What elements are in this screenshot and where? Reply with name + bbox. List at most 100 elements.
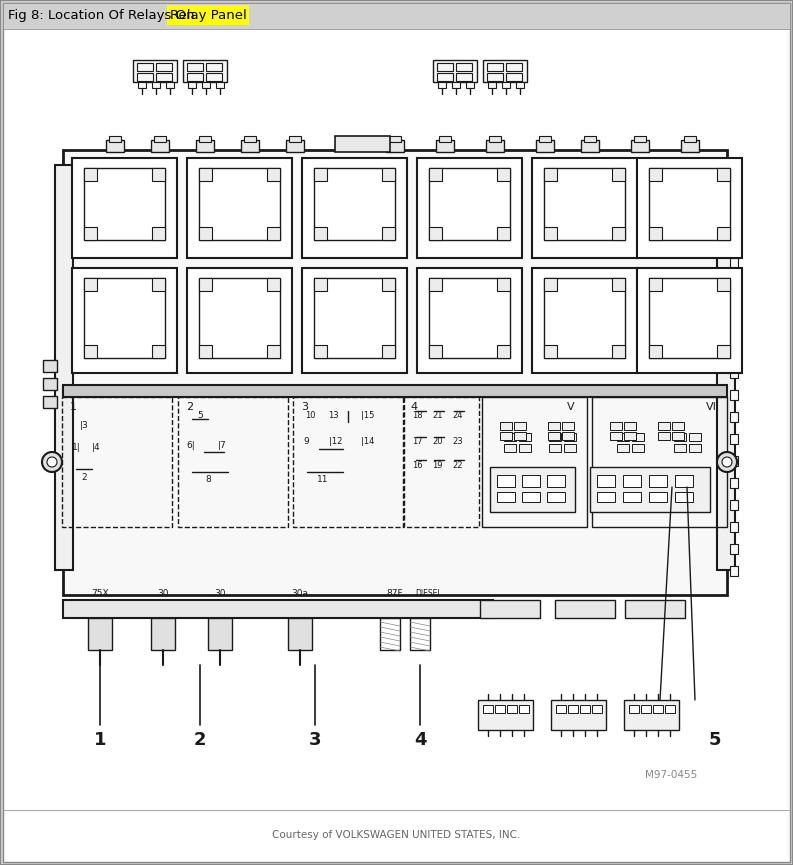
Bar — [548, 422, 560, 430]
Bar — [549, 433, 561, 441]
Bar — [551, 700, 606, 730]
Text: 30: 30 — [157, 590, 169, 599]
Bar — [199, 168, 212, 181]
Bar — [730, 434, 738, 444]
Bar — [199, 278, 280, 358]
Text: 1: 1 — [94, 731, 106, 749]
Bar — [504, 444, 516, 452]
Text: 5: 5 — [197, 411, 203, 420]
Bar — [675, 475, 693, 487]
Text: 17: 17 — [412, 438, 423, 446]
Bar — [522, 492, 540, 502]
Text: 2: 2 — [81, 472, 86, 482]
Bar — [84, 168, 165, 240]
Text: Fig 8: Location Of Relays On: Fig 8: Location Of Relays On — [8, 10, 199, 22]
Bar — [497, 227, 510, 240]
Bar — [480, 600, 540, 618]
Bar — [382, 278, 395, 291]
Bar — [436, 140, 454, 152]
Bar — [106, 140, 124, 152]
Bar — [486, 140, 504, 152]
Bar — [382, 168, 395, 181]
Bar — [717, 227, 730, 240]
Bar — [289, 136, 301, 142]
Bar — [536, 140, 554, 152]
Bar — [389, 136, 401, 142]
Bar — [410, 618, 430, 650]
Bar — [612, 227, 625, 240]
Bar — [151, 140, 169, 152]
Bar — [548, 432, 560, 440]
Bar — [672, 432, 684, 440]
Bar — [188, 82, 196, 88]
Bar — [717, 345, 730, 358]
Bar — [488, 82, 496, 88]
Bar — [429, 278, 442, 291]
Bar — [730, 214, 738, 224]
Bar — [55, 165, 73, 570]
Bar — [730, 544, 738, 554]
Bar — [581, 140, 599, 152]
Bar — [241, 140, 259, 152]
Bar — [500, 422, 512, 430]
Bar — [152, 82, 160, 88]
Bar — [152, 227, 165, 240]
Bar — [417, 268, 522, 373]
Bar — [84, 278, 165, 358]
Text: 4: 4 — [410, 402, 417, 412]
Bar — [487, 63, 503, 71]
Bar — [199, 168, 280, 240]
Bar — [497, 278, 510, 291]
Bar — [417, 158, 522, 258]
Bar — [497, 475, 515, 487]
Bar — [167, 5, 249, 25]
Bar — [544, 278, 557, 291]
Text: |12: |12 — [329, 438, 343, 446]
Text: 6|: 6| — [186, 440, 195, 450]
Bar — [63, 600, 493, 618]
Bar — [665, 705, 675, 713]
Bar — [267, 345, 280, 358]
Bar — [72, 268, 177, 373]
Text: 3: 3 — [308, 731, 321, 749]
Bar — [730, 456, 738, 466]
Bar — [519, 705, 529, 713]
Bar — [267, 278, 280, 291]
Bar — [624, 700, 679, 730]
Bar — [637, 158, 742, 258]
Bar — [314, 168, 327, 181]
Bar — [437, 63, 453, 71]
Bar — [314, 278, 327, 291]
Bar — [380, 618, 400, 650]
Bar — [63, 150, 727, 595]
Bar — [187, 63, 203, 71]
Bar — [152, 168, 165, 181]
Bar — [84, 168, 97, 181]
Bar — [267, 168, 280, 181]
Bar — [730, 236, 738, 246]
Bar — [244, 136, 256, 142]
Bar — [429, 345, 442, 358]
Bar — [625, 600, 685, 618]
Bar — [674, 433, 686, 441]
Bar — [649, 278, 662, 291]
Bar — [88, 618, 112, 650]
Bar — [288, 618, 312, 650]
Bar — [482, 397, 587, 527]
Text: 21: 21 — [432, 411, 442, 420]
Bar — [138, 82, 146, 88]
Bar — [568, 705, 578, 713]
Bar — [483, 60, 527, 82]
Bar — [730, 412, 738, 422]
Bar — [624, 432, 636, 440]
Bar — [154, 136, 166, 142]
Text: Relay Panel: Relay Panel — [170, 10, 247, 22]
Bar — [72, 158, 177, 258]
Bar — [178, 397, 288, 527]
Bar — [730, 346, 738, 356]
Bar — [478, 700, 533, 730]
Bar — [456, 73, 472, 81]
Text: 23: 23 — [452, 438, 462, 446]
Text: 87F: 87F — [387, 590, 404, 599]
Bar — [637, 268, 742, 373]
